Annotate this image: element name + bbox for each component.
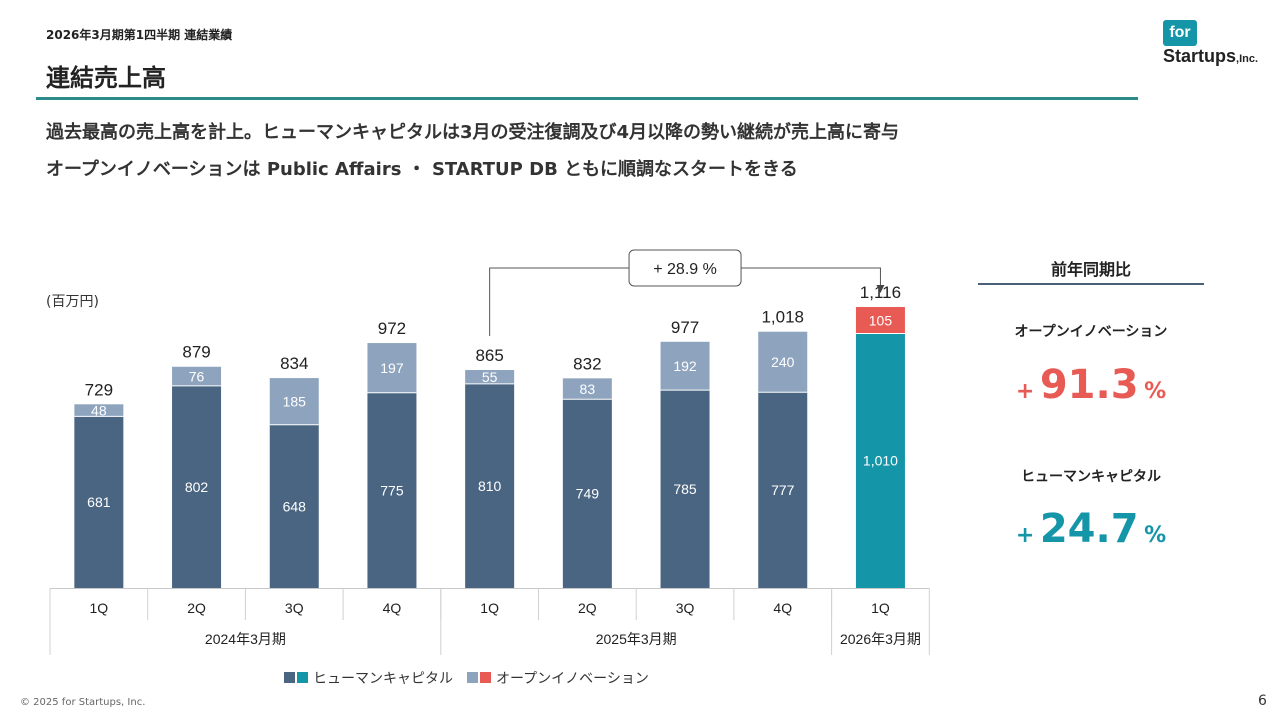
x-tick-label: 1Q: [871, 600, 890, 616]
bar-open-innovation: [660, 341, 710, 391]
yoy-number: 24.7: [1039, 506, 1139, 552]
bar-open-innovation: [855, 307, 905, 334]
bar-human-capital: [562, 399, 612, 588]
legend-swatch: [284, 672, 295, 683]
growth-badge: [628, 249, 742, 287]
data-label-human-capital: 810: [478, 478, 502, 494]
title-divider: [36, 97, 1138, 100]
bar-human-capital: [269, 424, 319, 588]
logo-suffix: ,Inc.: [1236, 53, 1259, 65]
data-label-human-capital: 1,010: [863, 453, 898, 469]
bar-human-capital: [660, 390, 710, 588]
page-subtitle: 2026年3月期第1四半期 連結業績: [46, 28, 233, 42]
bar-open-innovation: [269, 378, 319, 425]
bar-open-innovation: [74, 404, 124, 417]
bar-human-capital: [74, 416, 124, 588]
logo-mark: for: [1163, 20, 1197, 46]
bar-human-capital: [465, 383, 515, 588]
total-label: 834: [280, 354, 308, 373]
data-label-open-innovation: 197: [380, 360, 404, 376]
bar-open-innovation: [758, 331, 808, 393]
page-title: 連結売上高: [46, 64, 166, 92]
bar-open-innovation: [465, 370, 515, 384]
data-label-human-capital: 785: [673, 481, 697, 497]
legend-label: ヒューマンキャピタル: [313, 670, 453, 686]
total-label: 879: [182, 343, 210, 362]
data-label-open-innovation: 55: [482, 369, 498, 385]
total-label: 1,018: [761, 308, 804, 327]
headline-1: 過去最高の売上高を計上。ヒューマンキャピタルは3月の受注復調及び4月以降の勢い継…: [46, 122, 900, 143]
legend-swatch: [480, 672, 491, 683]
yoy-divider: [978, 283, 1204, 285]
x-tick-label: 4Q: [383, 600, 402, 616]
yoy-label-open-innovation: オープンイノベーション: [1014, 324, 1168, 340]
bar-open-innovation: [562, 378, 612, 400]
x-tick-label: 3Q: [285, 600, 304, 616]
unit-label: (百万円): [46, 294, 99, 310]
legend-swatch: [467, 672, 478, 683]
bar-human-capital: [172, 385, 222, 588]
data-label-open-innovation: 105: [869, 312, 893, 328]
yoy-sign: +: [1015, 523, 1035, 548]
total-label: 729: [85, 380, 113, 399]
growth-label: + 28.9 %: [653, 261, 717, 278]
data-label-human-capital: 749: [576, 486, 600, 502]
x-tick-label: 4Q: [773, 600, 792, 616]
bar-human-capital: [758, 392, 808, 588]
growth-arrowhead: [876, 285, 885, 293]
data-label-open-innovation: 83: [580, 381, 596, 397]
logo-wordmark: Startups,Inc.: [1163, 46, 1258, 67]
yoy-label-human-capital: ヒューマンキャピタル: [1021, 469, 1161, 485]
yoy-number: 91.3: [1039, 362, 1139, 408]
bar-open-innovation: [172, 366, 222, 386]
x-tick-label: 2Q: [578, 600, 597, 616]
yoy-percent: %: [1144, 379, 1167, 404]
yoy-title: 前年同期比: [1050, 260, 1131, 279]
copyright: © 2025 for Startups, Inc.: [20, 697, 146, 708]
data-label-open-innovation: 185: [283, 393, 307, 409]
data-label-human-capital: 802: [185, 479, 209, 495]
data-label-human-capital: 777: [771, 482, 795, 498]
bar-human-capital: [855, 333, 905, 588]
data-label-open-innovation: 240: [771, 354, 795, 370]
period-label: 2026年3月期: [840, 631, 921, 647]
x-tick-label: 1Q: [90, 600, 109, 616]
total-label: 972: [378, 319, 406, 338]
data-label-human-capital: 648: [283, 498, 307, 514]
data-label-human-capital: 775: [380, 482, 404, 498]
data-label-open-innovation: 48: [91, 402, 107, 418]
data-label-human-capital: 681: [87, 494, 111, 510]
yoy-percent: %: [1144, 523, 1167, 548]
page-number: 6: [1258, 693, 1267, 709]
bar-open-innovation: [367, 343, 417, 393]
x-tick-label: 2Q: [187, 600, 206, 616]
bar-human-capital: [367, 392, 417, 588]
total-label: 832: [573, 354, 601, 373]
data-label-open-innovation: 192: [673, 358, 697, 374]
total-label: 865: [475, 346, 503, 365]
period-label: 2024年3月期: [205, 631, 286, 647]
x-tick-label: 3Q: [676, 600, 695, 616]
legend-label: オープンイノベーション: [496, 670, 649, 686]
x-tick-label: 1Q: [480, 600, 499, 616]
yoy-value-open-innovation: + 91.3 %: [978, 362, 1204, 408]
yoy-value-human-capital: + 24.7 %: [978, 506, 1204, 552]
period-label: 2025年3月期: [596, 631, 677, 647]
headline-2: オープンイノベーションは Public Affairs ・ STARTUP DB…: [46, 159, 798, 180]
legend-swatch: [297, 672, 308, 683]
total-label: 977: [671, 318, 699, 337]
data-label-open-innovation: 76: [189, 368, 205, 384]
yoy-sign: +: [1015, 379, 1035, 404]
logo-name: Startups: [1163, 46, 1237, 66]
